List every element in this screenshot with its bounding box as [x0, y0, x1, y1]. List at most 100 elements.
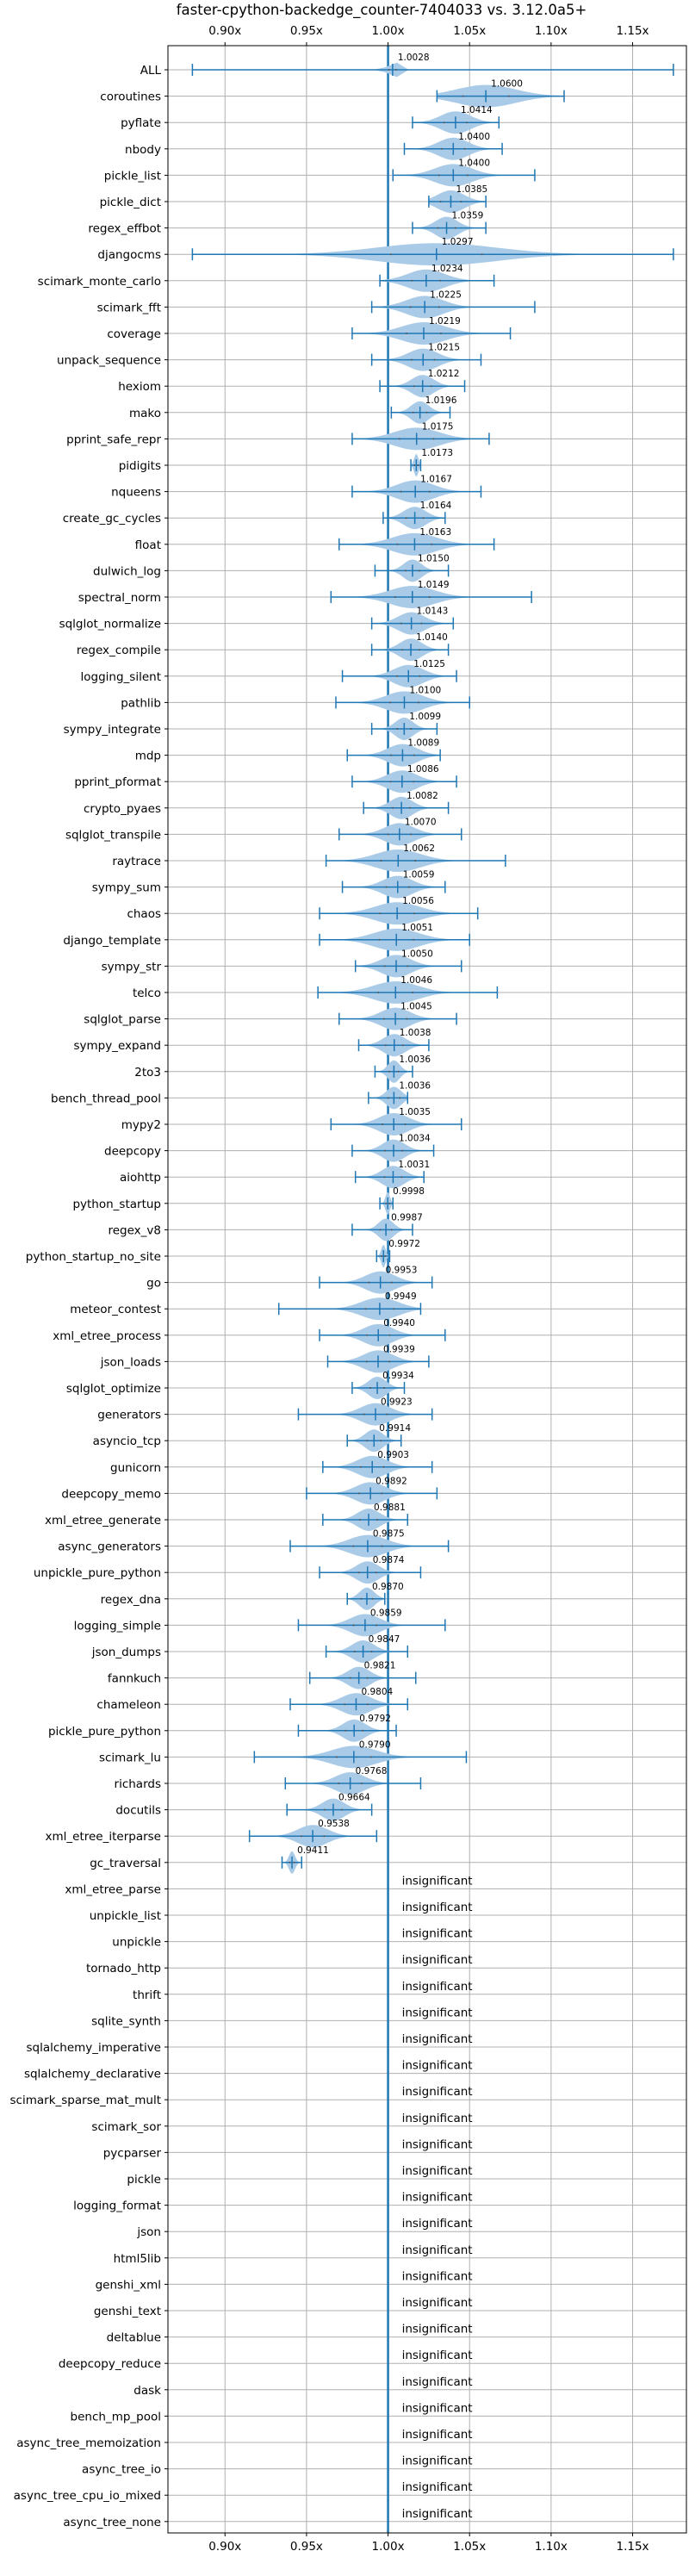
- insignificant-label: insignificant: [402, 2401, 473, 2415]
- median-value-label: 1.0051: [401, 923, 433, 933]
- quartile-dot: [289, 1861, 291, 1864]
- quartile-dot: [368, 1281, 370, 1284]
- category-label: pprint_pformat: [74, 775, 161, 789]
- median-value-label: 1.0212: [428, 369, 460, 379]
- category-label: python_startup: [72, 1198, 161, 1211]
- median-value-label: 1.0028: [398, 53, 430, 63]
- quartile-dot: [441, 147, 444, 150]
- quartile-dot: [384, 1255, 387, 1257]
- quartile-dot: [409, 306, 412, 308]
- quartile-dot: [353, 1651, 356, 1652]
- category-label: sympy_sum: [92, 881, 161, 895]
- median-value-label: 0.9790: [359, 1739, 391, 1750]
- quartile-dot: [382, 1017, 385, 1020]
- quartile-dot: [381, 1255, 383, 1257]
- quartile-dot: [432, 438, 435, 440]
- quartile-dot: [377, 992, 380, 993]
- category-label: ALL: [140, 64, 162, 78]
- quartile-dot: [323, 1835, 326, 1838]
- insignificant-label: insignificant: [402, 2137, 473, 2151]
- median-value-label: 0.9934: [382, 1371, 414, 1381]
- quartile-dot: [369, 1387, 372, 1389]
- category-label: bench_mp_pool: [71, 2410, 161, 2424]
- quartile-dot: [359, 1465, 362, 1468]
- quartile-dot: [370, 1651, 373, 1652]
- category-label: pyflate: [121, 116, 161, 130]
- median-value-label: 1.0082: [407, 791, 438, 801]
- category-label: xml_etree_iterparse: [46, 1830, 162, 1844]
- category-label: async_tree_memoization: [16, 2436, 161, 2450]
- quartile-dot: [418, 569, 420, 572]
- quartile-dot: [381, 1492, 383, 1495]
- insignificant-label: insignificant: [402, 1980, 473, 1994]
- quartile-dot: [412, 992, 414, 993]
- median-value-label: 0.9792: [359, 1714, 391, 1724]
- insignificant-label: insignificant: [402, 2375, 473, 2389]
- quartile-dot: [466, 121, 469, 124]
- median-value-label: 1.0215: [428, 343, 460, 353]
- quartile-dot: [400, 1176, 403, 1179]
- category-label: json_loads: [100, 1355, 161, 1369]
- category-label: djangocms: [97, 248, 161, 262]
- quartile-dot: [359, 1519, 362, 1521]
- category-label: chaos: [127, 907, 161, 921]
- category-label: tornado_http: [86, 1962, 161, 1976]
- category-label: pycparser: [103, 2146, 162, 2160]
- quartile-dot: [411, 279, 413, 282]
- category-label: async_generators: [58, 1540, 161, 1554]
- insignificant-label: insignificant: [402, 2032, 473, 2046]
- median-value-label: 1.0036: [399, 1055, 431, 1065]
- median-value-label: 0.9870: [372, 1582, 404, 1592]
- insignificant-label: insignificant: [402, 2191, 473, 2205]
- median-value-label: 1.0385: [456, 184, 487, 195]
- category-label: coroutines: [100, 90, 161, 104]
- median-value-label: 1.0173: [421, 448, 453, 458]
- quartile-dot: [385, 1202, 388, 1204]
- quartile-dot: [422, 517, 425, 520]
- x-tick-label-bottom: 1.10x: [535, 2540, 568, 2554]
- category-label: sqlite_synth: [91, 2014, 161, 2028]
- quartile-dot: [413, 938, 415, 941]
- median-value-label: 1.0100: [409, 685, 441, 695]
- quartile-dot: [366, 1703, 369, 1706]
- median-value-label: 1.0143: [417, 607, 449, 617]
- quartile-dot: [401, 1044, 404, 1047]
- median-value-label: 1.0414: [461, 105, 493, 115]
- median-value-label: 0.9859: [370, 1608, 402, 1618]
- category-label: gc_traversal: [90, 1857, 161, 1870]
- quartile-dot: [413, 781, 415, 783]
- median-value-label: 1.0059: [403, 870, 435, 880]
- insignificant-label: insignificant: [402, 2296, 473, 2310]
- quartile-dot: [439, 201, 442, 202]
- quartile-dot: [352, 1545, 355, 1547]
- quartile-dot: [393, 1308, 395, 1310]
- category-label: telco: [133, 986, 161, 1000]
- quartile-dot: [400, 1149, 403, 1152]
- insignificant-label: insignificant: [402, 2323, 473, 2336]
- quartile-dot: [407, 886, 410, 888]
- median-value-label: 1.0046: [400, 975, 432, 986]
- quartile-dot: [413, 912, 416, 915]
- median-value-label: 0.9847: [369, 1634, 400, 1645]
- quartile-dot: [387, 1097, 389, 1099]
- quartile-dot: [407, 965, 409, 968]
- x-tick-label-bottom: 1.05x: [453, 2540, 486, 2554]
- median-value-label: 0.9892: [376, 1476, 407, 1486]
- category-label: pickle_pure_python: [48, 1725, 161, 1739]
- quartile-dot: [439, 279, 442, 282]
- quartile-dot: [401, 649, 404, 651]
- median-value-label: 0.9874: [373, 1555, 405, 1565]
- quartile-dot: [362, 1729, 364, 1732]
- quartile-dot: [394, 69, 397, 71]
- chart-title: faster-cpython-backedge_counter-7404033 …: [177, 2, 587, 19]
- category-label: spectral_norm: [78, 591, 161, 605]
- category-label: 2to3: [134, 1066, 161, 1080]
- median-value-label: 1.0167: [420, 475, 452, 485]
- category-label: dulwich_log: [93, 564, 161, 578]
- quartile-dot: [430, 385, 432, 388]
- category-label: scimark_monte_carlo: [38, 275, 161, 289]
- median-value-label: 1.0164: [420, 501, 452, 511]
- quartile-dot: [371, 1597, 374, 1600]
- quartile-dot: [324, 1808, 326, 1811]
